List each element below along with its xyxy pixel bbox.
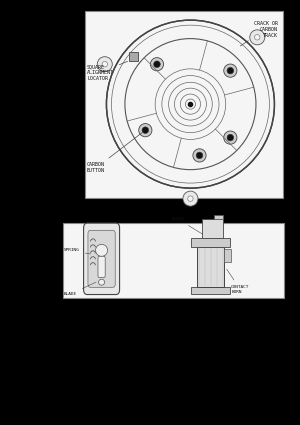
- FancyBboxPatch shape: [84, 223, 120, 295]
- Ellipse shape: [142, 127, 148, 133]
- Text: CRACK OR
CARBON
TRACK: CRACK OR CARBON TRACK: [240, 21, 278, 46]
- Ellipse shape: [183, 191, 198, 206]
- Ellipse shape: [154, 61, 160, 68]
- Bar: [224, 249, 231, 262]
- Bar: [191, 287, 230, 294]
- Ellipse shape: [250, 30, 265, 45]
- Text: SQUARE
ALIGNMENT
LOCATOR: SQUARE ALIGNMENT LOCATOR: [87, 61, 128, 81]
- Bar: [202, 219, 223, 238]
- Bar: [214, 215, 223, 219]
- Ellipse shape: [224, 131, 237, 144]
- Ellipse shape: [255, 34, 260, 40]
- Text: BLADE: BLADE: [172, 217, 203, 234]
- Ellipse shape: [139, 124, 152, 137]
- Bar: [85, 11, 283, 198]
- Text: CARBON
BUTTON: CARBON BUTTON: [87, 132, 143, 173]
- Ellipse shape: [193, 149, 206, 162]
- Ellipse shape: [224, 64, 237, 77]
- FancyBboxPatch shape: [98, 256, 105, 278]
- Bar: [129, 51, 138, 61]
- Ellipse shape: [227, 67, 234, 74]
- Text: SPRING: SPRING: [64, 248, 90, 254]
- Text: CONTACT
BURN: CONTACT BURN: [227, 269, 250, 294]
- Ellipse shape: [102, 62, 107, 67]
- Ellipse shape: [99, 279, 105, 285]
- FancyBboxPatch shape: [88, 230, 115, 287]
- Bar: [197, 247, 224, 287]
- Ellipse shape: [188, 196, 193, 201]
- Ellipse shape: [97, 57, 112, 72]
- Bar: [63, 223, 284, 298]
- Text: BLADE: BLADE: [64, 282, 96, 296]
- Ellipse shape: [227, 134, 234, 141]
- Ellipse shape: [96, 244, 108, 256]
- Bar: [191, 238, 230, 247]
- Ellipse shape: [196, 152, 203, 159]
- Ellipse shape: [150, 58, 164, 71]
